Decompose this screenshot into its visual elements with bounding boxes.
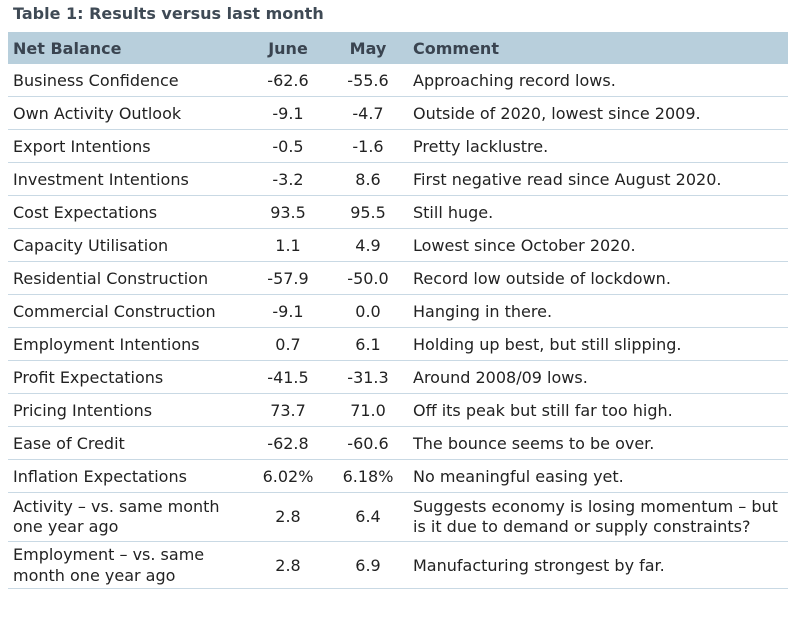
row-label: Investment Intentions (8, 162, 248, 196)
table-row: Investment Intentions -3.2 8.6 First negati… (8, 162, 788, 196)
june-value: -41.5 (248, 360, 328, 394)
row-comment: Hanging in there. (408, 294, 788, 328)
row-comment: Still huge. (408, 195, 788, 229)
row-comment: Pretty lacklustre. (408, 129, 788, 163)
table-body: Business Confidence -62.6 -55.6 Approaching… (8, 64, 788, 589)
row-comment: Lowest since October 2020. (408, 228, 788, 262)
may-value: 95.5 (328, 195, 408, 229)
row-label: Export Intentions (8, 129, 248, 163)
june-value: 2.8 (248, 492, 328, 542)
table-row: Own Activity Outlook -9.1 -4.7 Outside of 2… (8, 96, 788, 130)
results-table: Net Balance June May Comment Business Co… (8, 32, 788, 589)
table-row: Employment – vs. same month one year ago… (8, 541, 788, 589)
june-value: -9.1 (248, 96, 328, 130)
table-title: Table 1: Results versus last month (13, 4, 324, 23)
table-row: Export Intentions -0.5 -1.6 Pretty lacklust… (8, 129, 788, 163)
may-value: 6.4 (328, 492, 408, 542)
may-value: -55.6 (328, 64, 408, 97)
row-label: Residential Construction (8, 261, 248, 295)
row-label: Business Confidence (8, 64, 248, 97)
header-net-balance: Net Balance (8, 32, 248, 64)
table-row: Business Confidence -62.6 -55.6 Approaching… (8, 64, 788, 97)
table-row: Commercial Construction -9.1 0.0 Hanging in… (8, 294, 788, 328)
june-value: 6.02% (248, 459, 328, 493)
may-value: -1.6 (328, 129, 408, 163)
table-row: Ease of Credit -62.8 -60.6 The bounce seems… (8, 426, 788, 460)
row-comment: Holding up best, but still slipping. (408, 327, 788, 361)
may-value: 8.6 (328, 162, 408, 196)
row-label: Activity – vs. same month one year ago (8, 492, 248, 542)
header-june: June (248, 32, 328, 64)
table-row: Cost Expectations 93.5 95.5 Still huge. (8, 195, 788, 229)
may-value: 6.1 (328, 327, 408, 361)
june-value: -3.2 (248, 162, 328, 196)
row-comment: Around 2008/09 lows. (408, 360, 788, 394)
row-label: Employment – vs. same month one year ago (8, 541, 248, 589)
row-comment: Suggests economy is losing momentum – bu… (408, 492, 788, 542)
june-value: 0.7 (248, 327, 328, 361)
table-header: Net Balance June May Comment (8, 32, 788, 64)
row-label: Profit Expectations (8, 360, 248, 394)
june-value: 2.8 (248, 541, 328, 589)
row-label: Ease of Credit (8, 426, 248, 460)
june-value: 73.7 (248, 393, 328, 427)
may-value: -50.0 (328, 261, 408, 295)
june-value: -62.8 (248, 426, 328, 460)
table-row: Profit Expectations -41.5 -31.3 Around 2008… (8, 360, 788, 394)
june-value: -57.9 (248, 261, 328, 295)
row-label: Inflation Expectations (8, 459, 248, 493)
row-label: Commercial Construction (8, 294, 248, 328)
may-value: 4.9 (328, 228, 408, 262)
may-value: -31.3 (328, 360, 408, 394)
table-row: Residential Construction -57.9 -50.0 Record… (8, 261, 788, 295)
may-value: -60.6 (328, 426, 408, 460)
row-comment: Off its peak but still far too high. (408, 393, 788, 427)
row-comment: Manufacturing strongest by far. (408, 541, 788, 589)
row-label: Employment Intentions (8, 327, 248, 361)
may-value: 0.0 (328, 294, 408, 328)
june-value: -0.5 (248, 129, 328, 163)
header-comment: Comment (408, 32, 788, 64)
table-row: Employment Intentions 0.7 6.1 Holding up be… (8, 327, 788, 361)
row-label: Capacity Utilisation (8, 228, 248, 262)
may-value: 71.0 (328, 393, 408, 427)
june-value: -62.6 (248, 64, 328, 97)
row-comment: First negative read since August 2020. (408, 162, 788, 196)
table-row: Capacity Utilisation 1.1 4.9 Lowest since O… (8, 228, 788, 262)
table-row: Activity – vs. same month one year ago 2.… (8, 492, 788, 542)
row-comment: Record low outside of lockdown. (408, 261, 788, 295)
may-value: 6.9 (328, 541, 408, 589)
june-value: 1.1 (248, 228, 328, 262)
header-may: May (328, 32, 408, 64)
may-value: 6.18% (328, 459, 408, 493)
june-value: -9.1 (248, 294, 328, 328)
row-comment: Outside of 2020, lowest since 2009. (408, 96, 788, 130)
row-comment: Approaching record lows. (408, 64, 788, 97)
row-label: Pricing Intentions (8, 393, 248, 427)
row-label: Cost Expectations (8, 195, 248, 229)
table-row: Inflation Expectations 6.02% 6.18% No meani… (8, 459, 788, 493)
header-row: Net Balance June May Comment (8, 32, 788, 64)
row-label: Own Activity Outlook (8, 96, 248, 130)
row-comment: No meaningful easing yet. (408, 459, 788, 493)
may-value: -4.7 (328, 96, 408, 130)
table-row: Pricing Intentions 73.7 71.0 Off its peak b… (8, 393, 788, 427)
june-value: 93.5 (248, 195, 328, 229)
row-comment: The bounce seems to be over. (408, 426, 788, 460)
